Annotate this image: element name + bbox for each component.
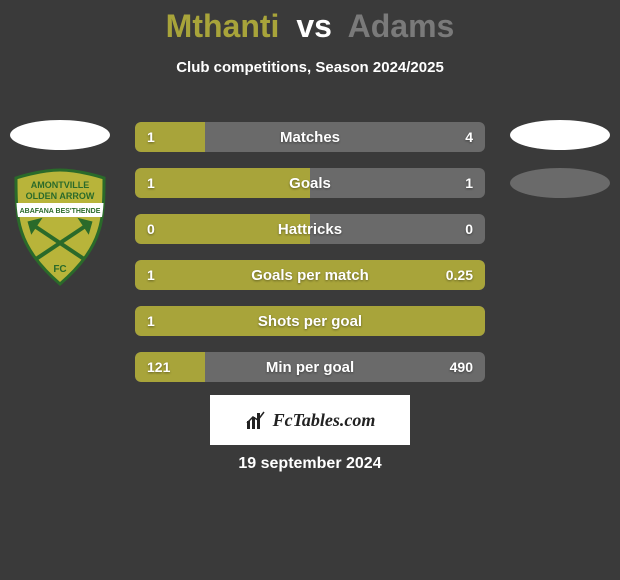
stat-bar: Goals per match1 0.25 (135, 260, 485, 290)
player2-name: Adams (348, 8, 455, 44)
stat-bar: Shots per goal1 (135, 306, 485, 336)
brand-text: FcTables.com (273, 410, 376, 431)
stat-bar-label: Goals per match (135, 260, 485, 290)
brand-box: FcTables.com (210, 395, 410, 445)
stat-bar: Matches1 4 (135, 122, 485, 152)
stat-bar-value-left: 1 (147, 122, 155, 152)
player1-club-badge: AMONTVILLE OLDEN ARROW ABAFANA BES'THEND… (10, 168, 110, 286)
stat-bar-value-left: 0 (147, 214, 155, 244)
stat-bar-value-left: 1 (147, 168, 155, 198)
stat-bar-value-right: 0 (465, 214, 473, 244)
stat-bar-label: Matches (135, 122, 485, 152)
stat-bar: Hattricks0 0 (135, 214, 485, 244)
stat-bar-label: Goals (135, 168, 485, 198)
player1-photo-placeholder (10, 120, 110, 150)
badge-text-mid: OLDEN ARROW (26, 191, 95, 201)
stat-bar-label: Shots per goal (135, 306, 485, 336)
stat-bar-value-left: 121 (147, 352, 170, 382)
badge-text-top: AMONTVILLE (31, 180, 90, 190)
subtitle: Club competitions, Season 2024/2025 (0, 59, 620, 76)
stat-bar-label: Min per goal (135, 352, 485, 382)
stat-bar-value-right: 1 (465, 168, 473, 198)
stat-bar-value-right: 4 (465, 122, 473, 152)
left-column: AMONTVILLE OLDEN ARROW ABAFANA BES'THEND… (5, 120, 115, 286)
comparison-title: Mthanti vs Adams (0, 0, 620, 45)
stat-bars: Matches14Goals11Hattricks00Goals per mat… (135, 122, 485, 398)
stat-bar: Goals1 1 (135, 168, 485, 198)
player1-name: Mthanti (166, 8, 280, 44)
vs-text: vs (296, 8, 332, 44)
badge-band-text: ABAFANA BES'THENDE (20, 208, 101, 215)
player2-club-placeholder (510, 168, 610, 198)
brand-icon (245, 409, 267, 431)
stat-bar: Min per goal121 490 (135, 352, 485, 382)
stat-bar-label: Hattricks (135, 214, 485, 244)
right-column (505, 120, 615, 216)
stat-bar-value-left: 1 (147, 306, 155, 336)
date-text: 19 september 2024 (0, 455, 620, 473)
player2-photo-placeholder (510, 120, 610, 150)
stat-bar-value-left: 1 (147, 260, 155, 290)
stat-bar-value-right: 490 (450, 352, 473, 382)
badge-fc: FC (53, 264, 66, 275)
stat-bar-value-right: 0.25 (446, 260, 473, 290)
